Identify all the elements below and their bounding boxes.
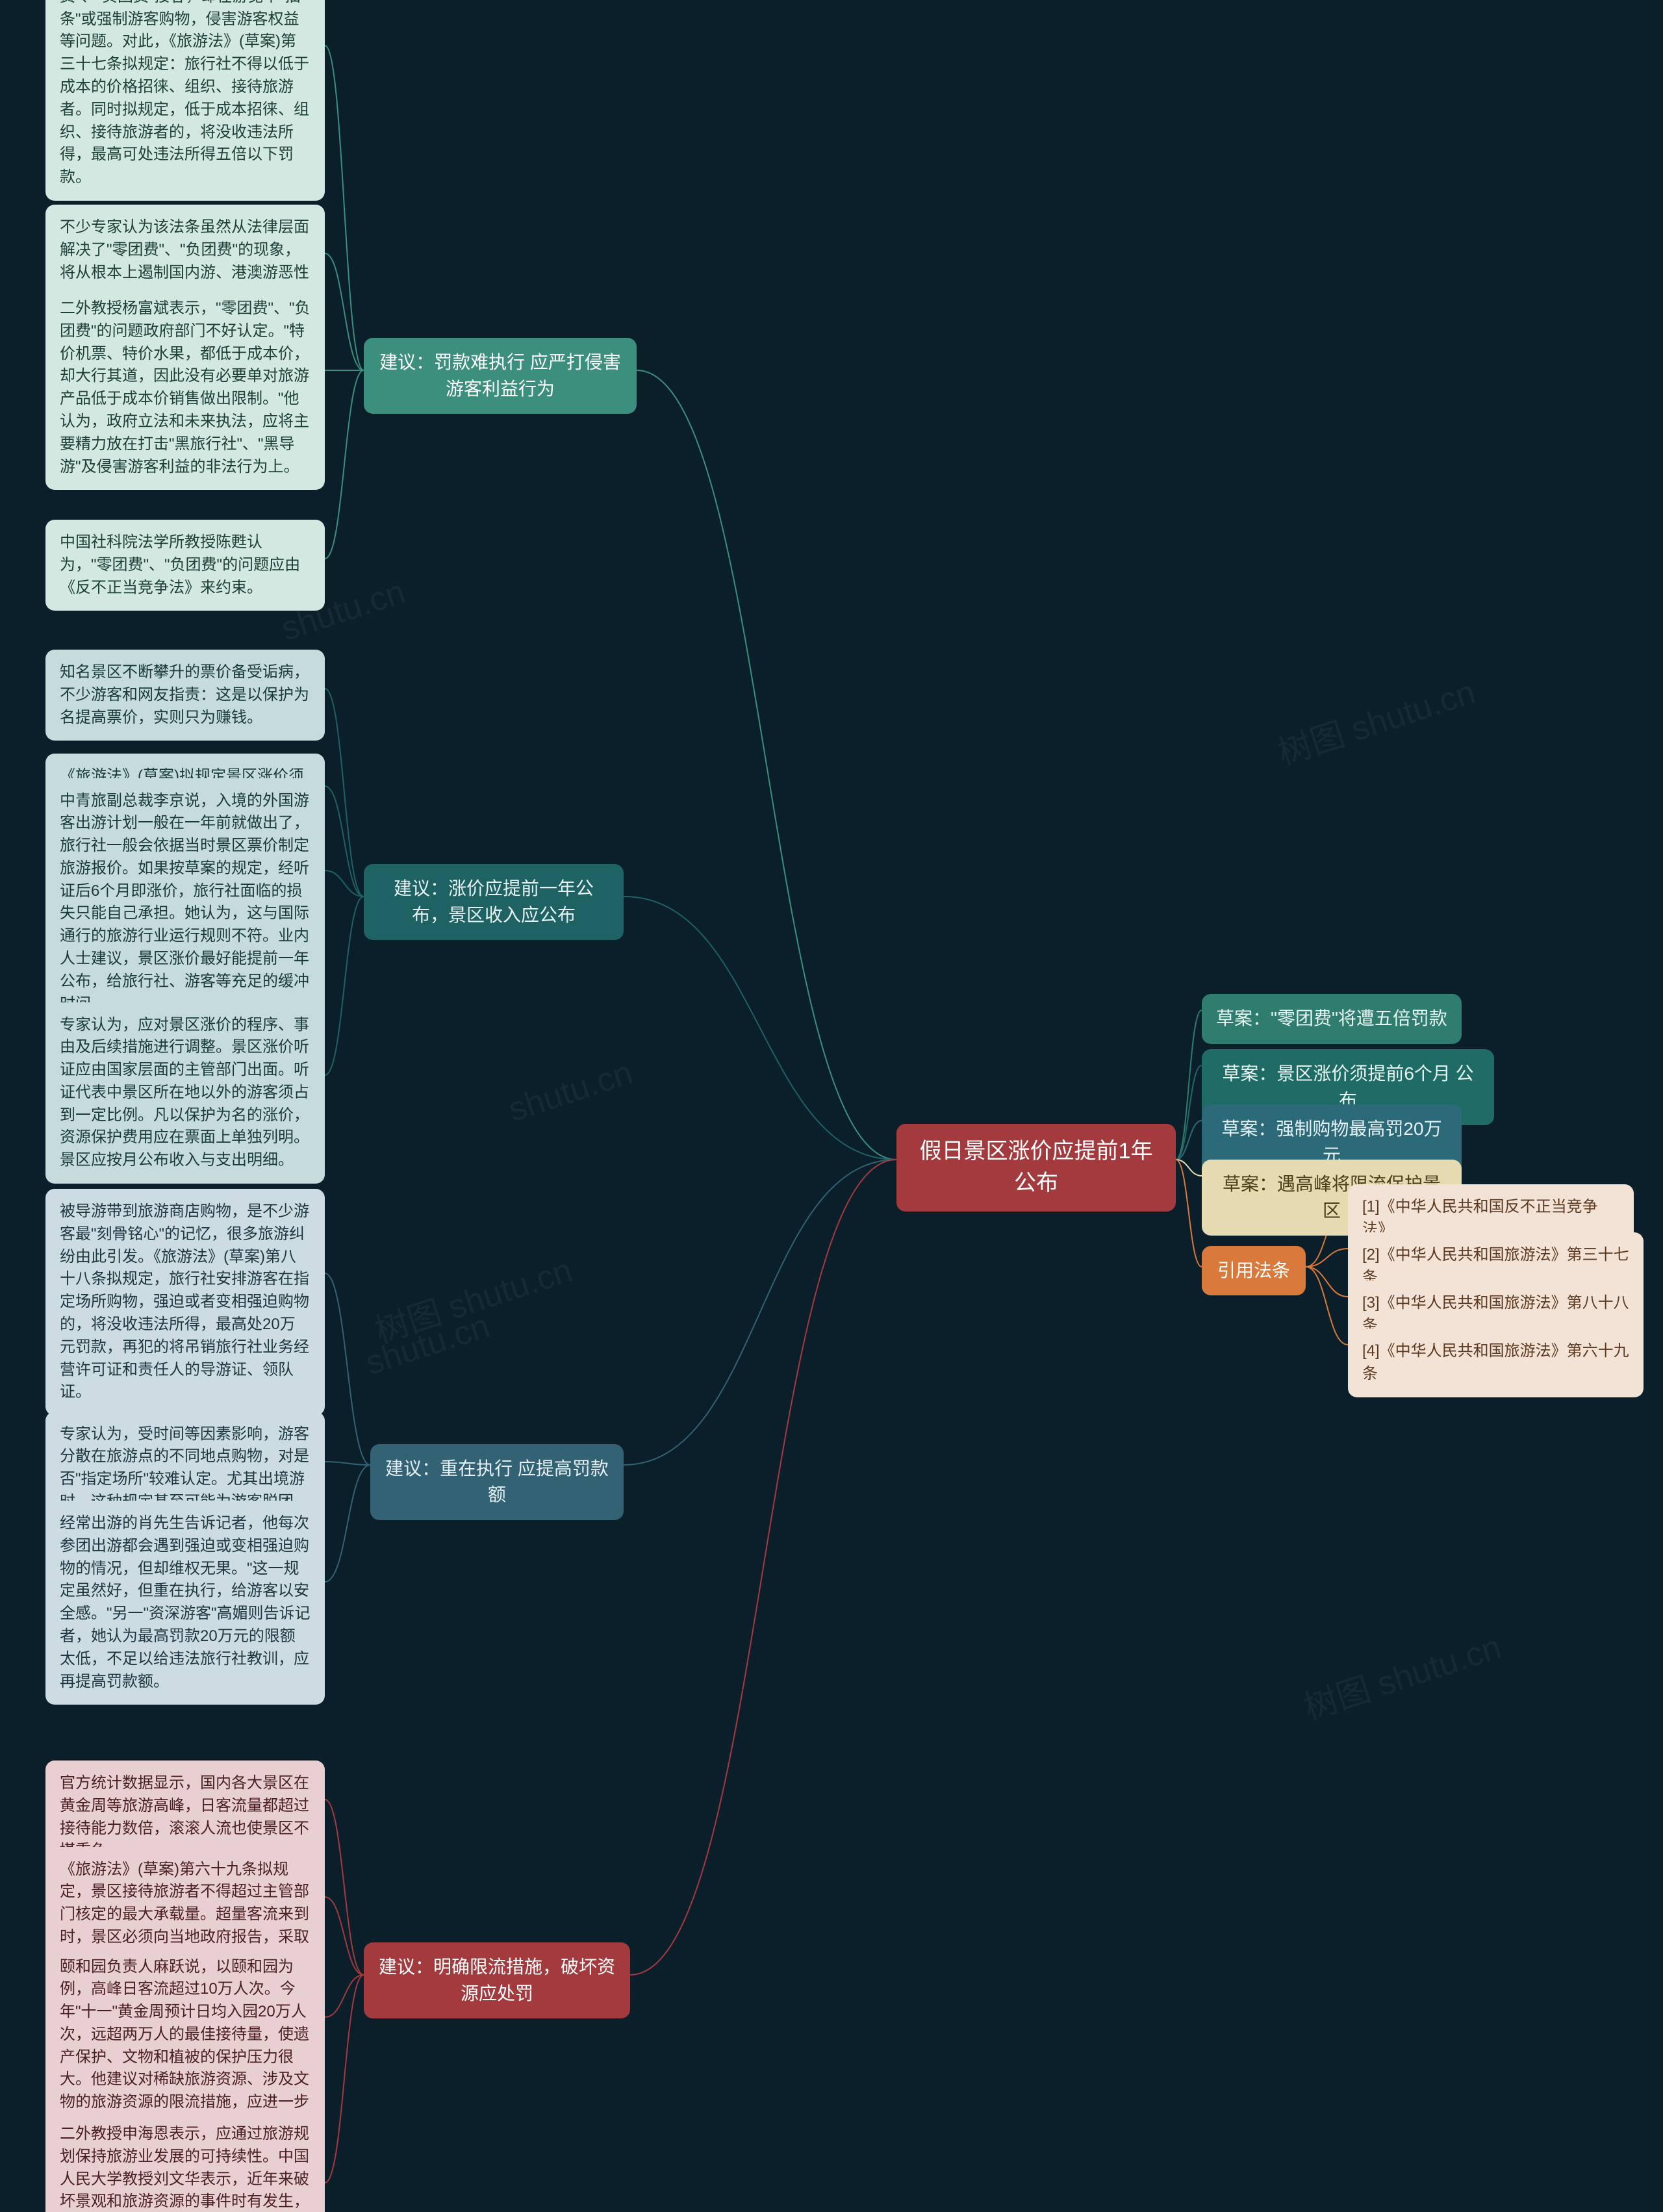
leaf-l3-1: 被导游带到旅游商店购物，是不少游客最"刻骨铭心"的记忆，很多旅游纠纷由此引发。《… (45, 1189, 325, 1416)
branch-right-5: 引用法条 (1202, 1246, 1306, 1296)
watermark: 树图 shutu.cn (368, 1243, 578, 1353)
leaf-l2-1: 知名景区不断攀升的票价备受诟病，不少游客和网友指责：这是以保护为名提高票价，实则… (45, 650, 325, 741)
leaf-l3-3: 经常出游的肖先生告诉记者，他每次参团出游都会遇到强迫或变相强迫购物的情况，但却维… (45, 1501, 325, 1705)
branch-right-1: 草案："零团费"将遭五倍罚款 (1202, 994, 1462, 1044)
branch-left-2: 建议：涨价应提前一年公布，景区收入应公布 (364, 864, 624, 940)
branch-left-4: 建议：明确限流措施，破坏资源应处罚 (364, 1942, 630, 2018)
watermark: 树图 shutu.cn (1297, 1620, 1506, 1729)
watermark: shutu.cn (504, 1053, 637, 1130)
leaf-law-4: [4]《中华人民共和国旅游法》第六十九条 (1348, 1328, 1644, 1397)
mindmap-canvas: 假日景区涨价应提前1年公布 草案："零团费"将遭五倍罚款 草案：景区涨价须提前6… (0, 0, 1663, 2212)
leaf-l2-4: 专家认为，应对景区涨价的程序、事由及后续措施进行调整。景区涨价听证应由国家层面的… (45, 1002, 325, 1184)
leaf-l4-4: 二外教授申海恩表示，应通过旅游规划保持旅游业发展的可持续性。中国人民大学教授刘文… (45, 2111, 325, 2212)
root-node: 假日景区涨价应提前1年公布 (896, 1124, 1176, 1212)
leaf-l2-3: 中青旅副总裁李京说，入境的外国游客出游计划一般在一年前就做出了，旅行社一般会依据… (45, 778, 325, 1028)
leaf-l1-1: 近年来，屡次传出旅行社以"零团费"、"负团费"接客，却在游览中"抽条"或强制游客… (45, 0, 325, 201)
branch-left-1: 建议：罚款难执行 应严打侵害游客利益行为 (364, 338, 637, 414)
leaf-l1-4: 中国社科院法学所教授陈甦认为，"零团费"、"负团费"的问题应由《反不正当竞争法》… (45, 520, 325, 611)
leaf-l1-3: 二外教授杨富斌表示，"零团费"、"负团费"的问题政府部门不好认定。"特价机票、特… (45, 286, 325, 490)
watermark: shutu.cn (361, 1306, 494, 1383)
branch-left-3: 建议：重在执行 应提高罚款额 (370, 1444, 624, 1520)
watermark: 树图 shutu.cn (1271, 665, 1480, 774)
